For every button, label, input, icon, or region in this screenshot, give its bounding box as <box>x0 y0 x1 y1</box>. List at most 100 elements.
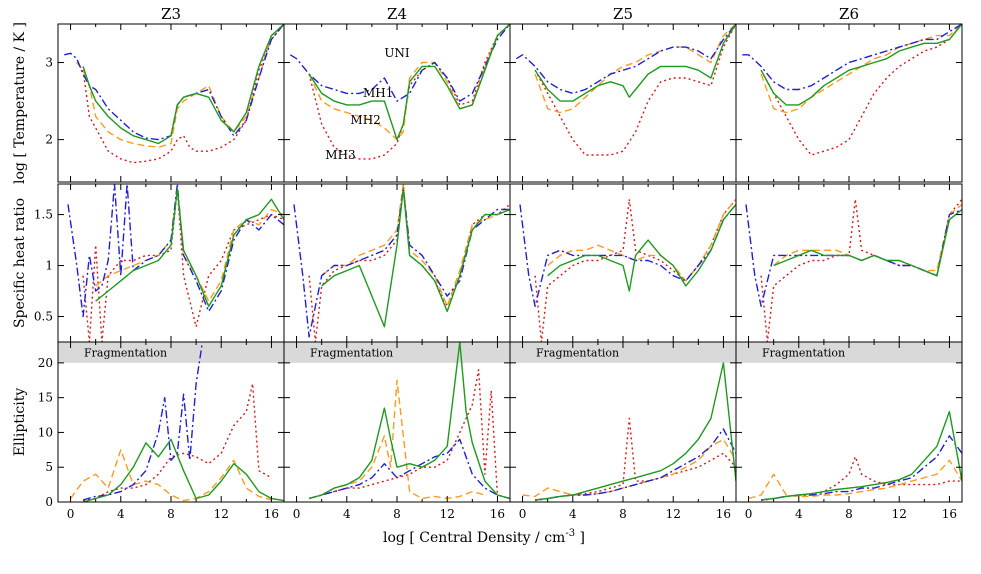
x-tick-label: 0 <box>293 507 301 521</box>
panel-r3-c3: Fragmentation 0 4 8 12 16 <box>509 341 737 521</box>
series-line-mh2 <box>547 198 736 282</box>
fragmentation-band <box>284 342 510 363</box>
series-group <box>308 342 510 500</box>
x-axis-label: log [ Central Density / cm-3 ] <box>383 528 585 546</box>
series-line-mh3 <box>82 383 272 502</box>
fragmentation-band <box>736 342 962 363</box>
series-line-mh1 <box>760 24 962 106</box>
series-line-mh2 <box>308 24 510 141</box>
y-tick-label: 1.5 <box>34 208 53 222</box>
y-tick-label: 1 <box>45 259 53 273</box>
panel-r2-c4 <box>735 183 963 343</box>
series-line-mh1 <box>82 24 284 145</box>
panel-frame <box>735 341 963 503</box>
x-tick-label: 12 <box>214 507 229 521</box>
series-line-uni <box>67 184 284 318</box>
series-line-uni <box>293 188 510 338</box>
x-tick-label: 8 <box>845 507 853 521</box>
x-tick-label: 16 <box>490 507 505 521</box>
series-line-mh2 <box>534 24 736 114</box>
series-line-mh2 <box>308 379 486 500</box>
y-tick-label: 20 <box>38 356 53 370</box>
series-line-mh3 <box>534 417 736 502</box>
panel-r2-c1: 0.5 1 1.5 <box>34 183 285 343</box>
series-line-mh1 <box>321 188 510 328</box>
series-line-mh1 <box>534 24 736 102</box>
series-label-mh3: MH3 <box>325 148 355 162</box>
series-line-uni <box>82 342 204 501</box>
y-tick-label: 0.5 <box>34 310 53 324</box>
series-group <box>745 198 962 342</box>
panel-r1-c2: UNI MH1 MH2 MH3 <box>283 23 511 183</box>
panel-r3-c1: Fragmentation 0 5 10 15 20 0 4 8 12 16 <box>38 341 285 521</box>
panel-r2-c2 <box>283 183 511 343</box>
fragmentation-label: Fragmentation <box>310 346 393 359</box>
y-tick-label: 2 <box>45 133 53 147</box>
column-title-z3: Z3 <box>161 5 181 23</box>
series-line-mh2 <box>70 449 272 502</box>
series-line-uni <box>745 204 962 307</box>
series-line-uni <box>535 428 736 501</box>
panel-frame <box>57 183 285 343</box>
series-line-uni <box>519 203 736 307</box>
column-title-z5: Z5 <box>613 5 633 23</box>
series-line-mh1 <box>82 438 284 502</box>
fragmentation-band <box>510 342 736 363</box>
x-tick-label: 16 <box>942 507 957 521</box>
series-line-mh2 <box>760 24 962 114</box>
x-tick-label: 4 <box>117 507 125 521</box>
x-tick-label: 8 <box>393 507 401 521</box>
series-label-uni: UNI <box>384 46 410 60</box>
series-group <box>293 184 510 342</box>
fragmentation-label: Fragmentation <box>536 346 619 359</box>
x-tick-label: 12 <box>666 507 681 521</box>
series-line-mh3 <box>308 24 510 160</box>
series-line-mh3 <box>82 188 284 342</box>
x-tick-label: 4 <box>569 507 577 521</box>
series-line-mh3 <box>76 24 284 164</box>
panel-frame <box>57 341 285 503</box>
x-tick-label: 0 <box>745 507 753 521</box>
y-tick-label: 0 <box>45 495 53 509</box>
series-group <box>742 24 962 156</box>
series-line-mh2 <box>748 459 962 500</box>
y-axis-label-row-3: Ellipticity <box>12 388 28 457</box>
x-tick-label: 8 <box>167 507 175 521</box>
series-line-mh2 <box>95 188 284 302</box>
series-line-mh2 <box>522 438 736 498</box>
series-line-uni <box>742 24 962 91</box>
x-tick-label: 12 <box>440 507 455 521</box>
y-tick-label: 15 <box>38 391 53 405</box>
x-tick-label: 8 <box>619 507 627 521</box>
series-line-mh1 <box>761 410 962 501</box>
y-tick-label: 3 <box>45 56 53 70</box>
x-tick-label: 16 <box>264 507 279 521</box>
series-line-mh1 <box>95 188 284 307</box>
series-line-mh3 <box>308 184 510 342</box>
panel-frame <box>735 23 963 183</box>
series-line-mh1 <box>773 208 962 277</box>
x-tick-label: 4 <box>343 507 351 521</box>
series-line-mh1 <box>308 24 510 141</box>
series-line-mh3 <box>534 24 736 156</box>
series-group <box>67 184 284 342</box>
x-tick-label: 16 <box>716 507 731 521</box>
y-tick-label: 10 <box>38 425 53 439</box>
series-line-uni <box>289 24 510 102</box>
series-group <box>748 410 962 502</box>
series-group <box>519 198 736 342</box>
x-axis-label-main: log [ Central Density / cm <box>383 530 565 546</box>
series-line-mh3 <box>534 198 736 342</box>
series-line-uni <box>761 435 962 501</box>
fragmentation-label: Fragmentation <box>762 346 845 359</box>
series-line-uni <box>64 24 284 141</box>
series-group <box>515 24 736 156</box>
panel-r3-c2: Fragmentation 0 4 8 12 16 <box>283 341 511 521</box>
x-axis-label-end: ] <box>575 530 585 546</box>
series-group <box>70 342 284 502</box>
series-line-mh2 <box>321 184 510 307</box>
panel-r3-c4: Fragmentation 0 4 8 12 16 <box>735 341 963 521</box>
y-axis-label-row-2: Specific heat ratio <box>12 198 28 328</box>
